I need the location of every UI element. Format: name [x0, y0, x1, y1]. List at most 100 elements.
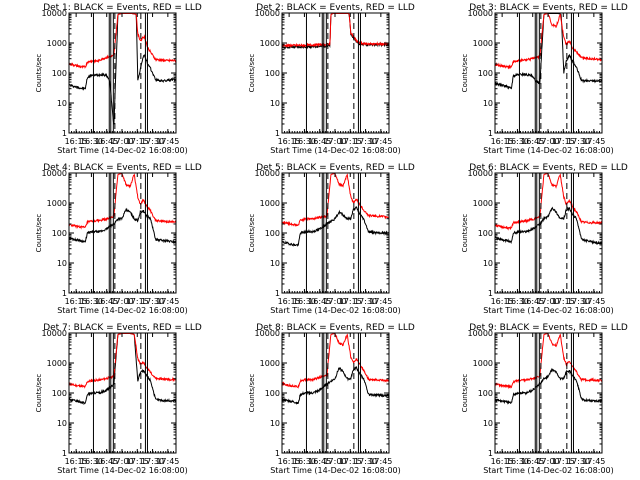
x-tick-label: 16:15	[278, 457, 301, 466]
y-tick-label: 10	[57, 99, 67, 108]
x-axis-label: Start Time (14-Dec-02 16:08:00)	[57, 146, 188, 155]
y-tick-label: 1	[275, 289, 280, 298]
panel-title: Det 4: BLACK = Events, RED = LLD	[43, 163, 202, 173]
x-tick-label: 17:45	[369, 297, 392, 306]
panel-title: Det 5: BLACK = Events, RED = LLD	[256, 163, 415, 173]
x-tick-label: 16:30	[506, 457, 529, 466]
x-tick-label: 17:45	[156, 137, 179, 146]
x-tick-label: 16:45	[308, 297, 331, 306]
panel-title: Det 8: BLACK = Events, RED = LLD	[256, 323, 415, 333]
plot-frame	[68, 12, 177, 134]
x-axis-label: Start Time (14-Dec-02 16:08:00)	[57, 306, 188, 315]
y-tick-label: 10	[270, 99, 280, 108]
y-tick-label: 100	[265, 389, 280, 398]
y-tick-label: 10000	[255, 169, 280, 178]
y-tick-label: 10	[483, 259, 493, 268]
y-axis-label: Counts/sec	[35, 54, 43, 93]
y-tick-label: 100	[265, 69, 280, 78]
y-tick-label: 10	[483, 99, 493, 108]
x-tick-label: 17:45	[369, 457, 392, 466]
x-tick-label: 17:15	[552, 297, 575, 306]
x-tick-label: 17:00	[110, 457, 133, 466]
series-group	[495, 333, 602, 405]
x-tick-label: 17:00	[323, 137, 346, 146]
panel-det-7: 1 10 100 1000 10000 16:1516:3016:4517:0017:15…	[35, 323, 202, 475]
y-tick-label: 1	[62, 129, 67, 138]
plot-frame	[494, 172, 603, 294]
y-axis-label: Counts/sec	[461, 374, 469, 413]
panel-det-5: 1 10 100 1000 10000 16:1516:3016:4517:0017:15…	[248, 163, 415, 315]
y-tick-label: 1000	[47, 199, 67, 208]
y-axis-label: Counts/sec	[248, 214, 256, 253]
series-lld-line	[282, 13, 389, 48]
plot-frame	[281, 12, 390, 134]
x-tick-label: 17:30	[567, 297, 590, 306]
series-group	[282, 333, 389, 405]
x-tick-label: 16:30	[506, 297, 529, 306]
y-tick-label: 1	[488, 129, 493, 138]
plot-frame	[68, 332, 177, 454]
panel-det-1: 1 10 100 1000 10000 16:1516:3016:4517:0017:15…	[35, 3, 202, 155]
y-tick-label: 10000	[255, 329, 280, 338]
x-tick-label: 16:45	[308, 137, 331, 146]
y-tick-label: 100	[478, 389, 493, 398]
x-tick-label: 16:30	[80, 457, 103, 466]
y-tick-label: 10000	[468, 9, 493, 18]
series-group	[69, 333, 176, 406]
x-tick-label: 17:45	[156, 457, 179, 466]
plot-frame	[494, 12, 603, 134]
x-tick-label: 16:30	[80, 137, 103, 146]
x-tick-label: 16:15	[491, 137, 514, 146]
series-events-line	[282, 365, 389, 405]
x-axis-label: Start Time (14-Dec-02 16:08:00)	[270, 306, 401, 315]
x-tick-label: 17:30	[354, 297, 377, 306]
x-tick-label: 17:30	[354, 457, 377, 466]
y-tick-label: 10	[483, 419, 493, 428]
y-tick-label: 10000	[42, 9, 67, 18]
x-tick-label: 16:45	[95, 137, 118, 146]
x-tick-label: 16:15	[278, 297, 301, 306]
panel-title: Det 6: BLACK = Events, RED = LLD	[469, 163, 628, 173]
series-lld-line	[282, 333, 389, 389]
series-events-line	[69, 333, 176, 406]
x-tick-label: 17:30	[567, 457, 590, 466]
x-tick-label: 17:15	[339, 457, 362, 466]
panel-det-3: 1 10 100 1000 10000 16:1516:3016:4517:0017:15…	[461, 3, 628, 155]
x-tick-label: 17:15	[339, 137, 362, 146]
x-tick-label: 17:00	[536, 457, 559, 466]
series-group	[69, 13, 176, 125]
panel-det-6: 1 10 100 1000 10000 16:1516:3016:4517:0017:15…	[461, 163, 628, 315]
x-tick-label: 17:15	[552, 137, 575, 146]
x-tick-label: 16:15	[65, 297, 88, 306]
series-events-line	[282, 206, 389, 247]
panel-det-4: 1 10 100 1000 10000 16:1516:3016:4517:0017:15…	[35, 163, 202, 315]
y-tick-label: 1000	[260, 359, 280, 368]
x-tick-label: 17:00	[536, 137, 559, 146]
y-tick-label: 10000	[468, 169, 493, 178]
series-group	[69, 173, 176, 245]
series-lld-line	[69, 333, 176, 389]
x-axis-label: Start Time (14-Dec-02 16:08:00)	[483, 306, 614, 315]
y-tick-label: 100	[478, 69, 493, 78]
x-tick-label: 17:15	[126, 297, 149, 306]
x-tick-label: 16:45	[521, 457, 544, 466]
y-axis-label: Counts/sec	[248, 374, 256, 413]
panel-title: Det 1: BLACK = Events, RED = LLD	[43, 3, 202, 13]
series-lld-line	[69, 13, 176, 69]
series-events-line	[69, 13, 176, 125]
series-group	[495, 13, 602, 90]
series-lld-line	[282, 173, 389, 228]
y-tick-label: 1	[275, 129, 280, 138]
x-tick-label: 16:45	[95, 297, 118, 306]
series-lld-line	[495, 13, 602, 70]
x-tick-label: 16:30	[293, 137, 316, 146]
y-tick-label: 10000	[255, 9, 280, 18]
x-tick-label: 16:15	[65, 137, 88, 146]
y-axis-label: Counts/sec	[35, 374, 43, 413]
y-axis-label: Counts/sec	[248, 54, 256, 93]
series-lld-line	[495, 333, 602, 390]
series-group	[282, 173, 389, 247]
y-tick-label: 1	[62, 449, 67, 458]
y-tick-label: 10	[57, 259, 67, 268]
